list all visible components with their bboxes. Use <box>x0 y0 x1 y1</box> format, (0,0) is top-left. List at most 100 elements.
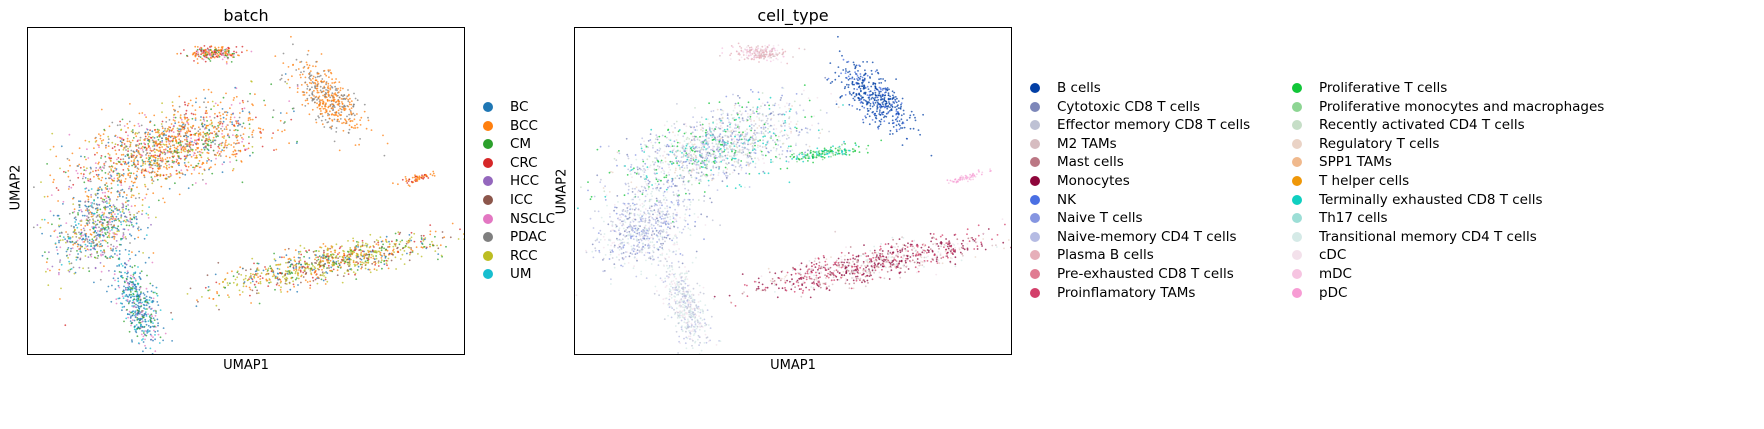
scatter-point <box>105 146 107 149</box>
scatter-point <box>328 262 331 264</box>
scatter-point <box>136 297 139 300</box>
scatter-point <box>132 312 135 315</box>
scatter-point <box>183 101 186 104</box>
scatter-point <box>283 122 285 124</box>
scatter-point <box>168 166 171 169</box>
scatter-point <box>324 278 327 281</box>
scatter-point <box>311 108 314 111</box>
scatter-point <box>313 271 316 274</box>
scatter-point <box>273 252 275 255</box>
scatter-point <box>416 175 419 178</box>
scatter-point <box>248 127 251 130</box>
scatter-point <box>398 243 401 246</box>
scatter-point <box>758 119 761 121</box>
scatter-point <box>207 133 210 136</box>
scatter-point <box>105 240 107 243</box>
scatter-point <box>77 222 80 225</box>
scatter-point <box>177 141 180 144</box>
scatter-point <box>278 268 281 271</box>
scatter-point <box>329 96 332 99</box>
scatter-point <box>86 224 89 226</box>
scatter-point <box>294 272 297 275</box>
scatter-point <box>734 102 737 105</box>
scatter-point <box>134 278 137 280</box>
scatter-point <box>114 288 117 290</box>
scatter-point <box>149 333 152 336</box>
scatter-point <box>130 286 132 289</box>
scatter-point <box>308 263 311 266</box>
scatter-point <box>334 251 336 254</box>
scatter-point <box>194 113 197 116</box>
scatter-point <box>171 152 174 155</box>
legend-item: HCC <box>483 171 539 191</box>
scatter-point <box>666 153 668 156</box>
scatter-point <box>817 122 820 125</box>
scatter-point <box>77 165 79 167</box>
scatter-point <box>153 329 155 332</box>
scatter-point <box>439 244 442 247</box>
scatter-point <box>104 155 107 158</box>
scatter-point <box>179 135 182 138</box>
scatter-point <box>257 276 259 278</box>
scatter-point <box>43 218 46 221</box>
scatter-point <box>106 236 109 239</box>
scatter-point <box>67 257 69 259</box>
scatter-point <box>311 86 313 89</box>
scatter-point <box>739 120 741 123</box>
scatter-point <box>180 144 183 146</box>
scatter-point <box>413 232 416 235</box>
scatter-point <box>94 153 96 156</box>
scatter-point <box>115 298 118 301</box>
scatter-point <box>73 208 76 211</box>
scatter-point <box>137 302 140 304</box>
scatter-point <box>93 281 95 284</box>
scatter-point <box>48 251 50 254</box>
scatter-point <box>157 304 160 306</box>
scatter-point <box>384 255 387 258</box>
scatter-point <box>217 261 220 264</box>
scatter-point <box>235 153 238 155</box>
scatter-point <box>223 128 226 130</box>
scatter-point <box>664 135 667 138</box>
scatter-point <box>754 166 757 169</box>
scatter-point <box>754 123 757 125</box>
scatter-point <box>193 141 196 144</box>
scatter-point <box>718 168 720 171</box>
scatter-point <box>132 131 134 134</box>
scatter-point <box>262 269 265 272</box>
scatter-point <box>306 263 308 266</box>
scatter-point <box>98 245 101 248</box>
scatter-point <box>747 161 749 164</box>
scatter-point <box>184 164 187 167</box>
scatter-point <box>333 82 336 84</box>
scatter-point <box>128 157 130 160</box>
scatter-point <box>251 136 254 138</box>
scatter-point <box>320 278 323 281</box>
scatter-point <box>144 347 147 349</box>
scatter-point <box>120 163 122 166</box>
scatter-point <box>734 187 737 190</box>
scatter-point <box>257 269 260 271</box>
scatter-point <box>103 164 106 167</box>
scatter-point <box>767 122 769 125</box>
scatter-point <box>162 143 165 146</box>
scatter-point <box>98 215 101 218</box>
scatter-point <box>200 156 203 159</box>
scatter-point <box>93 199 95 202</box>
scatter-point <box>72 266 75 269</box>
scatter-point <box>179 125 182 127</box>
scatter-point <box>133 237 136 240</box>
scatter-point <box>172 131 175 134</box>
scatter-point <box>342 275 345 277</box>
scatter-point <box>315 61 317 63</box>
scatter-point <box>289 272 292 275</box>
scatter-point <box>159 159 162 162</box>
scatter-point <box>174 136 177 139</box>
scatter-point <box>108 236 111 239</box>
scatter-point <box>204 60 207 63</box>
scatter-point <box>333 93 335 95</box>
scatter-point <box>152 317 155 320</box>
scatter-point <box>221 122 224 125</box>
scatter-point <box>347 269 349 271</box>
scatter-point <box>719 127 721 130</box>
